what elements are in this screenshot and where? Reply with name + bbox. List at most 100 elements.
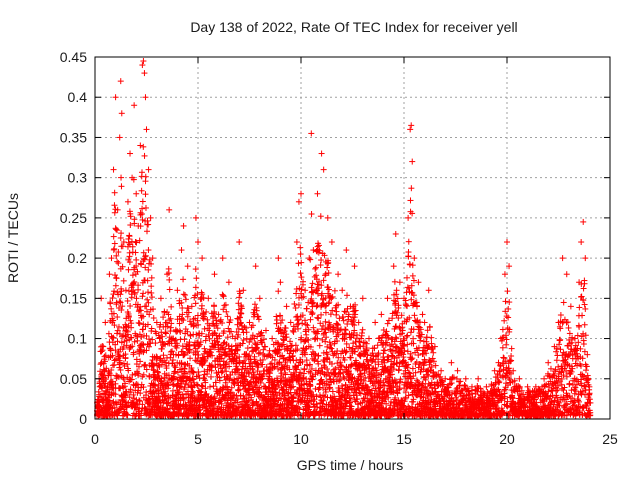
data-point [438, 367, 445, 374]
data-point [178, 247, 185, 254]
x-tick-label: 5 [194, 431, 202, 447]
data-point [106, 271, 113, 278]
data-point [378, 311, 385, 318]
data-point [308, 130, 315, 137]
data-point [240, 287, 247, 294]
data-point [141, 70, 148, 77]
data-point [170, 335, 177, 342]
data-point [225, 279, 232, 286]
data-point [117, 78, 124, 85]
data-point [359, 295, 366, 302]
data-point [501, 271, 508, 278]
data-point [127, 150, 134, 157]
x-tick-labels: 0 5 10 15 20 25 [91, 431, 618, 447]
data-point [532, 383, 539, 390]
data-point [411, 255, 418, 262]
data-point [180, 222, 187, 229]
data-point [483, 383, 490, 390]
x-axis-label: GPS time / hours [297, 457, 404, 473]
data-point [384, 295, 391, 302]
data-point [587, 399, 594, 406]
data-point [407, 126, 414, 133]
data-point [545, 359, 552, 366]
data-point [256, 295, 263, 302]
data-point [252, 263, 259, 270]
data-point [567, 303, 574, 310]
data-point [559, 255, 566, 262]
data-point [468, 383, 475, 390]
data-point [283, 303, 290, 310]
data-point [415, 279, 422, 286]
data-point [314, 190, 321, 197]
data-point [578, 239, 585, 246]
x-tick-label: 10 [293, 431, 309, 447]
data-point [153, 319, 160, 326]
data-point [310, 247, 317, 254]
data-point [571, 335, 578, 342]
data-point [551, 343, 558, 350]
data-point [339, 287, 346, 294]
data-point [343, 247, 350, 254]
data-point [504, 239, 510, 246]
data-point [347, 303, 354, 310]
data-point [236, 239, 243, 246]
data-point [555, 319, 562, 326]
y-tick-labels: 0 0.05 0.1 0.15 0.2 0.25 0.3 0.35 0.4 0.45 [60, 49, 87, 427]
data-point [516, 375, 523, 382]
data-point [355, 319, 362, 326]
data-point [122, 287, 129, 294]
data-point [491, 367, 498, 374]
data-point [157, 295, 164, 302]
data-point [269, 335, 276, 342]
data-point [293, 239, 300, 246]
data-point [401, 295, 407, 302]
data-point [114, 206, 121, 213]
data-point [129, 174, 136, 181]
data-point [140, 58, 147, 65]
y-tick-label: 0.2 [68, 250, 88, 266]
data-point [137, 142, 144, 149]
data-point [195, 239, 201, 246]
data-point [184, 263, 191, 270]
data-point [166, 206, 173, 213]
data-point-cloud [93, 143, 594, 419]
data-point [133, 190, 140, 197]
data-point [497, 335, 504, 342]
plot-frame [94, 56, 611, 420]
chart-title: Day 138 of 2022, Rate Of TEC Index for r… [190, 19, 517, 35]
data-point [199, 255, 206, 262]
data-point [275, 255, 282, 262]
data-point [408, 122, 415, 129]
y-tick-label: 0.15 [60, 290, 87, 306]
data-point [584, 351, 591, 358]
data-point [320, 166, 327, 173]
data-point [475, 375, 482, 382]
data-point [365, 335, 372, 342]
data-point [298, 190, 304, 197]
data-point [232, 335, 239, 342]
data-point [351, 263, 358, 270]
data-point [306, 255, 313, 262]
data-point [277, 279, 284, 286]
data-point [421, 319, 428, 326]
data-point [563, 271, 570, 278]
data-point [145, 166, 152, 173]
axis-ticks [94, 56, 611, 420]
data-point [108, 255, 115, 262]
data-point [454, 367, 461, 374]
data-point [318, 150, 325, 157]
data-point [149, 255, 156, 262]
data-point [295, 198, 302, 205]
data-point [390, 263, 397, 270]
data-point [219, 255, 226, 262]
data-point [335, 271, 342, 278]
data-point [396, 279, 403, 286]
data-point [419, 311, 426, 318]
data-point [147, 214, 154, 221]
data-point [205, 295, 212, 302]
data-point [582, 255, 589, 262]
data-point [328, 239, 335, 246]
data-point [586, 383, 593, 390]
y-tick-label: 0.25 [60, 210, 87, 226]
